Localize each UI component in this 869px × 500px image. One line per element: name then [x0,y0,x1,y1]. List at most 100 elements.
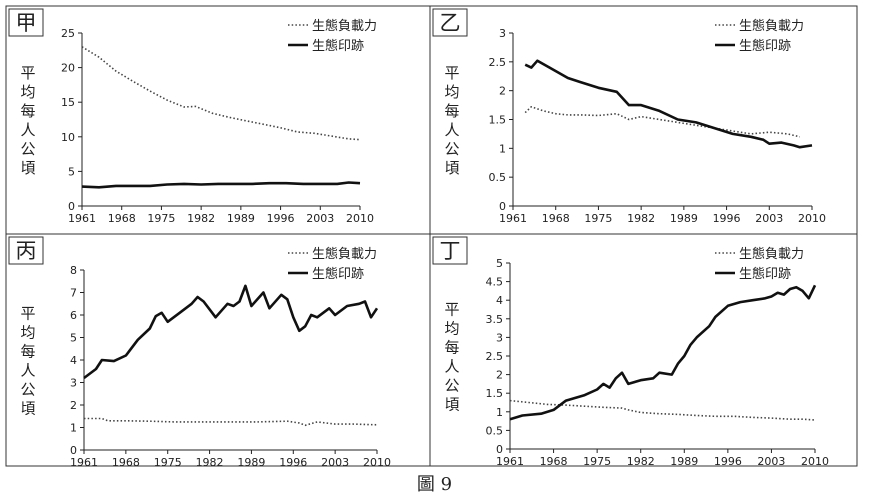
y-tick-label: 1 [496,406,503,419]
series-line-biocapacity [509,399,816,421]
panel-frame [429,233,858,467]
chart-panel: 甲 0 5 10 15 20 25 1961 1968 1975 1982 1989 1996 2003 2… [5,5,431,235]
y-tick-label: 25 [61,27,75,40]
x-tick-label: 1975 [584,212,612,225]
panel-label-box [8,8,44,37]
series-line-biocapacity [84,417,378,427]
y-tick-label: 4 [496,294,503,307]
y-axis-label: 平均每人公頃 [20,64,35,177]
x-tick-label: 2003 [306,212,334,225]
y-tick-label: 5 [70,332,77,345]
x-tick-label: 1968 [540,455,568,468]
y-tick-label: 15 [61,96,75,109]
y-tick-label: 2 [499,85,506,98]
x-tick-label: 2003 [321,456,349,469]
y-tick-label: 7 [70,287,77,300]
x-tick-label: 1996 [714,455,742,468]
x-tick-label: 1961 [68,212,96,225]
x-tick-label: 2003 [755,212,783,225]
legend-label-biocapacity: 生態負載力 [739,18,804,34]
y-tick-label: 20 [61,62,75,75]
x-tick-label: 1961 [70,456,98,469]
y-tick-label: 2 [70,399,77,412]
y-tick-label: 3 [499,27,506,40]
y-tick-label: 4 [70,354,77,367]
chart-panel: 乙 0 0.5 1 1.5 2 2.5 3 1961 1968 1975 1982 1989 1996 20… [429,5,858,235]
x-tick-label: 1982 [187,212,215,225]
panel-label-box [432,236,468,265]
y-tick-label: 1.5 [489,114,507,127]
x-tick-label: 1982 [196,456,224,469]
panel-label: 甲 [16,11,37,35]
panel-label: 丙 [16,239,37,263]
chart-panel: 丙 0 1 2 3 4 5 6 7 8 1961 1968 1975 1982 1989 1996 2003 20… [5,233,431,469]
x-tick-label: 1961 [496,455,524,468]
y-tick-label: 5 [68,165,75,178]
y-axis-label: 平均每人公頃 [20,305,35,418]
y-tick-label: 1.5 [486,387,504,400]
series-line-footprint [524,59,813,149]
y-tick-label: 0 [496,443,503,456]
x-tick-label: 1996 [267,212,295,225]
x-tick-label: 1989 [227,212,255,225]
y-tick-label: 5 [496,257,503,270]
y-tick-label: 8 [70,264,77,277]
x-tick-label: 1989 [670,455,698,468]
panel-label: 丁 [440,239,461,263]
x-tick-label: 1961 [499,212,527,225]
x-tick-label: 1982 [627,455,655,468]
x-tick-label: 1975 [583,455,611,468]
y-tick-label: 2.5 [486,350,504,363]
x-tick-label: 1975 [154,456,182,469]
x-tick-label: 1968 [542,212,570,225]
series-line-biocapacity [524,106,800,138]
y-tick-label: 1 [70,422,77,435]
x-tick-label: 1975 [147,212,175,225]
x-tick-label: 1968 [108,212,136,225]
y-tick-label: 6 [70,309,77,322]
chart-panel: 丁 0 0.5 1 1.5 2 2.5 3 3.5 4 4.5 5 1961 1968 1975 1982 19… [429,233,858,468]
legend-label-biocapacity: 生態負載力 [739,246,804,262]
y-tick-label: 3 [496,331,503,344]
legend-label-biocapacity: 生態負載力 [312,246,377,262]
x-tick-label: 2010 [346,212,374,225]
legend-label-biocapacity: 生態負載力 [312,18,377,34]
legend-label-footprint: 生態印跡 [312,38,364,54]
y-tick-label: 0 [70,444,77,457]
x-tick-label: 1996 [713,212,741,225]
x-tick-label: 1968 [112,456,140,469]
y-tick-label: 0.5 [486,424,504,437]
x-tick-label: 1982 [627,212,655,225]
x-tick-label: 2003 [757,455,785,468]
y-tick-label: 4.5 [486,276,504,289]
series-line-footprint [83,284,379,380]
y-axis-label: 平均每人公頃 [444,301,459,414]
x-tick-label: 1996 [279,456,307,469]
x-tick-label: 1989 [670,212,698,225]
legend-label-footprint: 生態印跡 [312,266,364,282]
y-tick-label: 0 [68,200,75,213]
series-line-footprint [81,181,361,189]
x-tick-label: 2010 [798,212,826,225]
legend-label-footprint: 生態印跡 [739,266,791,282]
legend-label-footprint: 生態印跡 [739,38,791,54]
series-line-footprint [509,284,817,421]
series-line-biocapacity [81,46,361,141]
y-axis-label: 平均每人公頃 [444,64,459,177]
y-tick-label: 10 [61,131,75,144]
y-tick-label: 2.5 [489,56,507,69]
x-tick-label: 2010 [363,456,391,469]
y-tick-label: 1 [499,142,506,155]
x-tick-label: 1989 [237,456,265,469]
panel-label-box [432,8,468,37]
y-tick-label: 3 [70,377,77,390]
y-tick-label: 2 [496,369,503,382]
figure-caption: 圖 9 [416,474,453,495]
panel-label-box [8,236,44,265]
panel-label: 乙 [440,11,461,35]
y-tick-label: 0 [499,200,506,213]
y-tick-label: 3.5 [486,313,504,326]
y-tick-label: 0.5 [489,171,507,184]
x-tick-label: 2010 [801,455,829,468]
